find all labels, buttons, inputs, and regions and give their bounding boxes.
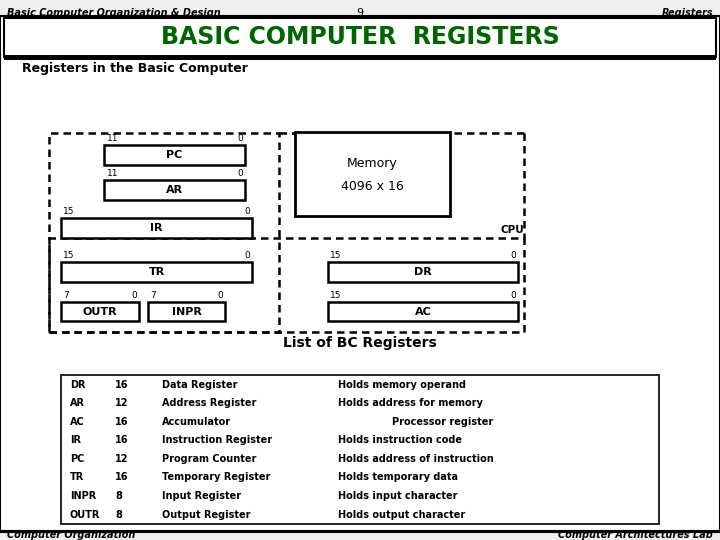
Text: PC: PC [166, 150, 183, 160]
Bar [49, 133, 279, 332]
Text: AC: AC [70, 417, 84, 427]
Bar [328, 262, 518, 282]
Text: OUTR: OUTR [83, 307, 117, 316]
Text: IR: IR [70, 435, 81, 445]
Text: Holds address of instruction: Holds address of instruction [338, 454, 494, 464]
Bar [295, 132, 450, 216]
Text: List of BC Registers: List of BC Registers [283, 336, 437, 350]
Bar [104, 180, 245, 200]
Text: TR: TR [70, 472, 84, 482]
Text: 16: 16 [115, 472, 129, 482]
Text: 11: 11 [107, 134, 118, 143]
Text: 16: 16 [115, 435, 129, 445]
Text: Accumulator: Accumulator [162, 417, 231, 427]
Bar [61, 375, 659, 524]
Text: CPU: CPU [500, 225, 524, 235]
Text: Holds instruction code: Holds instruction code [338, 435, 462, 445]
Bar [61, 262, 252, 282]
Text: 0: 0 [237, 169, 243, 178]
Text: INPR: INPR [171, 307, 202, 316]
Text: 11: 11 [107, 169, 118, 178]
Text: 8: 8 [115, 491, 122, 501]
Text: Computer Architectures Lab: Computer Architectures Lab [558, 530, 713, 539]
Text: 12: 12 [115, 398, 129, 408]
Text: IR: IR [150, 223, 163, 233]
Text: 4096 x 16: 4096 x 16 [341, 180, 404, 193]
Text: TR: TR [148, 267, 165, 277]
Text: INPR: INPR [70, 491, 96, 501]
Text: Address Register: Address Register [162, 398, 256, 408]
Text: 15: 15 [63, 251, 75, 260]
Text: Registers: Registers [661, 8, 713, 18]
Text: 0: 0 [237, 134, 243, 143]
Text: AR: AR [166, 185, 183, 195]
Text: Program Counter: Program Counter [162, 454, 256, 464]
Text: Holds output character: Holds output character [338, 510, 466, 519]
Bar [4, 55, 716, 60]
Text: 16: 16 [115, 417, 129, 427]
Text: 0: 0 [131, 291, 137, 300]
Text: 0: 0 [510, 291, 516, 300]
Text: 16: 16 [115, 380, 129, 389]
Text: 7: 7 [63, 291, 69, 300]
Text: Input Register: Input Register [162, 491, 241, 501]
Text: 0: 0 [217, 291, 223, 300]
Text: OUTR: OUTR [70, 510, 100, 519]
Text: BASIC COMPUTER  REGISTERS: BASIC COMPUTER REGISTERS [161, 25, 559, 49]
Text: Holds memory operand: Holds memory operand [338, 380, 467, 389]
Text: Data Register: Data Register [162, 380, 238, 389]
Text: Instruction Register: Instruction Register [162, 435, 272, 445]
Text: Memory: Memory [347, 157, 398, 170]
Text: 0: 0 [510, 251, 516, 260]
Text: 12: 12 [115, 454, 129, 464]
Text: Temporary Register: Temporary Register [162, 472, 271, 482]
Bar [49, 238, 524, 332]
Text: Output Register: Output Register [162, 510, 251, 519]
Text: 8: 8 [115, 510, 122, 519]
Text: 7: 7 [150, 291, 156, 300]
Bar [148, 302, 225, 321]
Text: 9: 9 [356, 8, 364, 18]
Bar [61, 302, 139, 321]
Text: DR: DR [70, 380, 86, 389]
Bar [61, 218, 252, 238]
Text: 0: 0 [244, 251, 250, 260]
Bar [104, 145, 245, 165]
Text: 15: 15 [330, 251, 341, 260]
Bar [328, 302, 518, 321]
Text: Registers in the Basic Computer: Registers in the Basic Computer [22, 62, 248, 75]
Text: Basic Computer Organization & Design: Basic Computer Organization & Design [7, 8, 221, 18]
Text: Holds temporary data: Holds temporary data [338, 472, 459, 482]
Text: AC: AC [415, 307, 431, 316]
Text: Processor register: Processor register [338, 417, 494, 427]
Text: PC: PC [70, 454, 84, 464]
Text: Computer Organization: Computer Organization [7, 530, 135, 539]
Bar [4, 18, 716, 57]
Text: 0: 0 [244, 207, 250, 216]
Text: Holds address for memory: Holds address for memory [338, 398, 483, 408]
Text: DR: DR [414, 267, 432, 277]
Text: AR: AR [70, 398, 85, 408]
Text: 15: 15 [63, 207, 75, 216]
Text: Holds input character: Holds input character [338, 491, 458, 501]
Text: 15: 15 [330, 291, 341, 300]
